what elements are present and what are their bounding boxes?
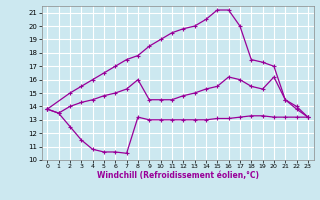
X-axis label: Windchill (Refroidissement éolien,°C): Windchill (Refroidissement éolien,°C) (97, 171, 259, 180)
